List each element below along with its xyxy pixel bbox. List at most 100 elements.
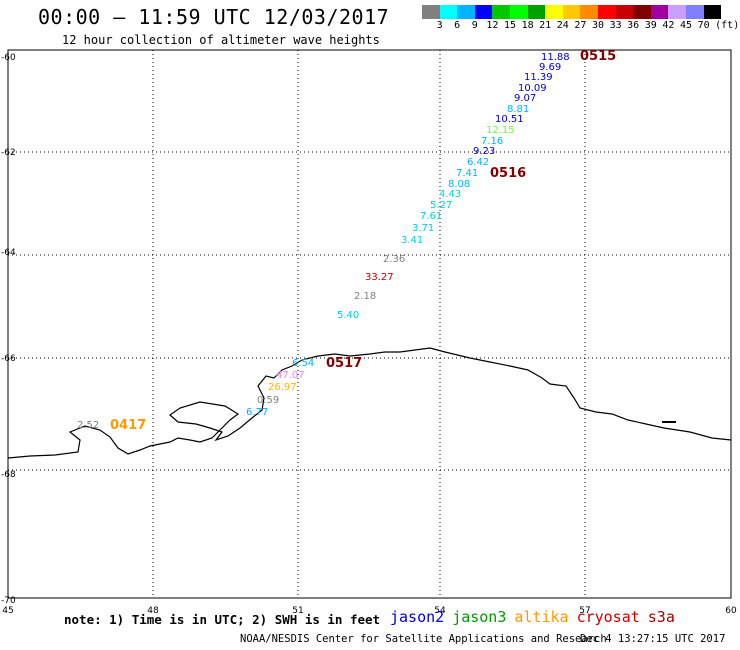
wave-reading: 26.97 [268,382,297,393]
wave-reading: 9.23 [473,146,495,157]
legend-swatch [668,5,686,19]
legend-swatch [545,5,563,19]
legend-label: 39 [644,20,657,31]
satellite-altika: altika [514,608,569,626]
footnote: note: 1) Time is in UTC; 2) SWH is in fe… [64,612,381,627]
wave-reading: 7.61 [420,211,442,222]
wave-reading: 9.69 [539,62,561,73]
satellite-jason2: jason2 [390,608,445,626]
lat-label: -64 [1,248,16,258]
legend-swatch [685,5,704,19]
legend-label: 70 [697,20,710,31]
legend-swatch [633,5,651,19]
wave-reading: 5.27 [430,200,452,211]
wave-reading: 10.09 [518,83,547,94]
legend-swatch [650,5,669,19]
lat-label: -66 [1,354,16,364]
credit-text: NOAA/NESDIS Center for Satellite Applica… [240,633,607,645]
wave-reading: 9.07 [514,93,536,104]
wave-reading: 3.71 [412,223,434,234]
wave-reading: 2.36 [383,254,405,265]
legend-swatch [509,5,528,19]
legend-label: 30 [591,20,605,31]
wave-reading: 2.18 [354,291,376,302]
satellite-s3a: s3a [647,608,675,626]
wave-reading: 10.51 [495,114,524,125]
lon-label: 45 [2,606,13,616]
wave-reading: 6.42 [467,157,489,168]
lon-label: 48 [147,606,159,616]
wave-reading: 5.40 [337,310,359,321]
legend-label: 6 [454,20,461,31]
legend-swatch [527,5,546,19]
coastline [7,347,732,459]
credit-date: Dec 4 13:27:15 UTC 2017 [580,633,726,645]
legend-label: (ft) [715,20,740,31]
color-legend: 3 6 9 12 15 18 21 24 27 30 33 36 39 42 45 70 (ft) [422,5,740,33]
legend-label: 42 [662,20,675,31]
legend-swatch [474,5,493,19]
legend-label: 12 [486,20,499,31]
wave-reading: 12.15 [486,125,515,136]
wave-reading: 2.52 [77,420,99,431]
wave-reading: 47.07 [276,370,305,381]
lon-labels: 45 48 51 54 57 60 [2,606,737,616]
wave-reading: 6.77 [246,407,268,418]
legend-swatch [562,5,581,19]
legend-label: 36 [627,20,640,31]
wave-readings: 11.889.6911.3910.099.078.8110.5112.157.1… [77,52,570,431]
satellite-jason3: jason3 [452,608,507,626]
wave-reading: 33.27 [365,272,394,283]
legend-swatch [439,5,458,19]
wave-reading: 7.16 [481,136,503,147]
lon-label: 60 [725,606,737,616]
page-subtitle: 12 hour collection of altimeter wave hei… [62,33,380,47]
legend-label: 24 [556,20,569,31]
legend-swatch [615,5,634,19]
wave-reading: 8.08 [448,179,470,190]
pass-time-labels: 0515 0516 0517 0417 [110,49,616,433]
pass-time-label: 0517 [326,356,362,371]
legend-swatches [422,5,740,19]
wave-reading: 3.41 [401,235,423,246]
pass-time-label: 0516 [490,166,526,181]
legend-label: 45 [679,20,693,31]
lat-label: -68 [1,470,16,480]
wave-reading: 11.39 [524,72,553,83]
legend-swatch [492,5,510,19]
legend-label: 33 [609,20,622,31]
lon-label: 51 [292,606,303,616]
legend-label: 18 [521,20,534,31]
legend-swatch [703,5,722,19]
satellite-legend: jason2 jason3 altika cryosat s3a [390,608,683,626]
legend-swatch [457,5,475,19]
lon-label: 54 [434,606,446,616]
wave-reading: 0.59 [257,395,279,406]
legend-label: 27 [574,20,587,31]
legend-label: 15 [503,20,517,31]
wave-reading: 6.54 [292,358,314,369]
wave-reading: 7.41 [456,168,478,179]
legend-swatch [580,5,598,19]
page-title: 00:00 – 11:59 UTC 12/03/2017 [38,5,390,29]
lat-labels: -60 -62 -64 -66 -68 -70 [1,53,16,606]
map-frame [7,49,732,599]
satellite-cryosat: cryosat [576,608,640,626]
wave-reading: 4.43 [439,189,461,200]
legend-label: 9 [471,20,478,31]
wave-reading: 11.88 [541,52,570,63]
lon-label: 57 [579,606,590,616]
legend-labels: 3 6 9 12 15 18 21 24 27 30 33 36 39 42 45 70 (ft) [422,19,740,33]
lat-label: -70 [1,596,16,606]
legend-swatch [422,5,440,19]
lat-label: -62 [1,148,16,158]
lat-label: -60 [1,53,16,63]
wave-reading: 8.81 [507,104,529,115]
pass-time-label: 0417 [110,418,146,433]
pass-time-label: 0515 [580,49,616,64]
gridlines [8,50,731,598]
legend-label: 21 [539,20,552,31]
legend-swatch [597,5,616,19]
legend-label: 3 [436,20,443,31]
